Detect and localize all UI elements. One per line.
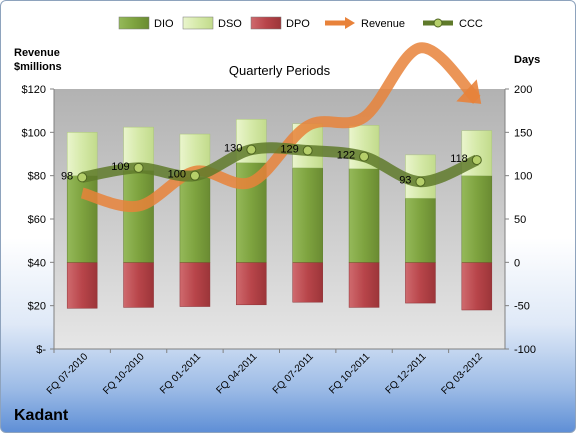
right-tick-label: 0 — [514, 257, 520, 269]
legend: DIO DSO DPO Revenue CCC — [118, 16, 483, 30]
bar-dio — [461, 175, 493, 263]
ccc-data-label: 100 — [168, 169, 186, 181]
ccc-data-label: 122 — [337, 150, 355, 162]
plot-background — [54, 89, 505, 349]
company-name: Kadant — [14, 407, 69, 424]
lines-group: 98 109 100 130 129 122 93 118 — [61, 42, 482, 213]
x-tick-label: FQ 10-2010 — [101, 351, 147, 397]
legend-label: Revenue — [361, 18, 405, 30]
left-axis-title: $millions — [14, 61, 62, 73]
ccc-data-label: 130 — [224, 143, 242, 155]
legend-swatch-dio — [118, 16, 150, 30]
ccc-marker — [133, 162, 144, 173]
titles-group: Quarterly Periods Revenue $millions Days — [14, 47, 540, 78]
left-tick-label: $- — [36, 344, 46, 356]
bar-dio — [179, 177, 211, 263]
plot-area — [54, 89, 505, 349]
ccc-data-label: 98 — [61, 170, 73, 182]
left-tick-label: $120 — [22, 84, 46, 96]
ccc-marker — [77, 172, 88, 183]
legend-swatch-dpo — [250, 16, 282, 30]
legend-marker-ccc — [433, 18, 443, 28]
legend-label: DPO — [286, 18, 310, 30]
bar-dio — [405, 197, 436, 263]
right-tick-label: 200 — [514, 84, 532, 96]
ccc-data-label: 109 — [111, 161, 129, 173]
bar-dio — [348, 168, 380, 263]
left-axis-title: Revenue — [14, 47, 60, 59]
revenue-arrowhead — [456, 79, 482, 104]
bar-dpo — [123, 262, 154, 308]
x-tick-label: FQ 07-2010 — [45, 351, 91, 397]
right-tick-label: 100 — [514, 171, 532, 183]
legend-label: CCC — [459, 18, 483, 30]
bar-dpo — [66, 262, 98, 309]
left-tick-label: $80 — [28, 171, 46, 183]
legend-swatch-dso — [182, 16, 214, 30]
right-tick-label: 50 — [514, 214, 526, 226]
ccc-data-label: 118 — [450, 153, 468, 165]
legend-label: DIO — [154, 18, 174, 30]
ccc-marker — [246, 144, 257, 155]
bars-group — [66, 119, 493, 311]
right-tick-label: 150 — [514, 127, 532, 139]
legend-arrowhead-revenue — [345, 17, 355, 29]
right-tick-label: -100 — [514, 344, 536, 356]
bar-dio — [66, 175, 98, 263]
x-tick-label: FQ 12-2011 — [384, 351, 429, 396]
ccc-marker — [189, 170, 200, 181]
bar-dpo — [461, 262, 493, 311]
bar-dio — [292, 167, 323, 263]
x-tick-label: FQ 04-2011 — [214, 351, 259, 396]
ccc-data-label: 129 — [280, 144, 298, 156]
right-tick-label: -50 — [514, 301, 530, 313]
ccc-marker — [359, 151, 370, 162]
ccc-marker — [471, 155, 482, 166]
bar-dpo — [236, 262, 267, 306]
x-tick-label: FQ 03-2012 — [439, 351, 485, 397]
left-tick-label: $20 — [28, 301, 46, 313]
ccc-marker — [415, 176, 426, 187]
bar-dso — [66, 132, 98, 176]
bar-dio — [123, 170, 154, 263]
bar-dpo — [292, 262, 323, 303]
bar-dpo — [179, 262, 211, 307]
left-tick-label: $60 — [28, 214, 46, 226]
left-tick-label: $40 — [28, 257, 46, 269]
legend-label: DSO — [218, 18, 242, 30]
left-tick-label: $100 — [22, 127, 46, 139]
ccc-marker — [302, 145, 313, 156]
ccc-data-label: 93 — [399, 175, 411, 187]
bar-dpo — [405, 262, 436, 304]
bar-dpo — [348, 262, 380, 308]
right-axis-title: Days — [514, 54, 540, 66]
x-tick-label: FQ 07-2011 — [271, 351, 316, 396]
ccc-line — [81, 142, 480, 188]
chart-title: Quarterly Periods — [229, 63, 331, 78]
x-tick-label: FQ 10-2011 — [327, 351, 372, 396]
x-tick-label: FQ 01-2011 — [158, 351, 203, 396]
